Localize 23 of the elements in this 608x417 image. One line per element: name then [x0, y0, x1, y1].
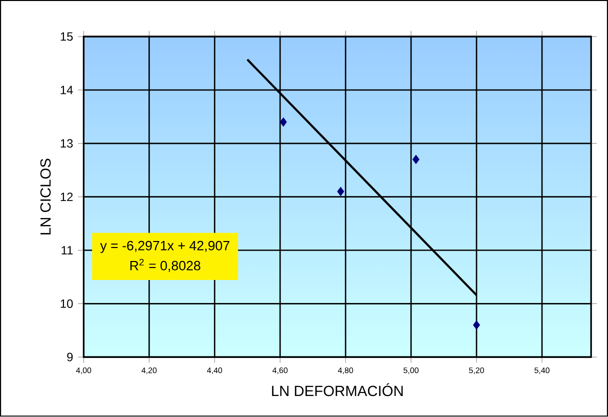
annotation: R$^{2}$ = 0,8028	[130, 259, 200, 272]
y-tick-label: 15	[60, 32, 73, 41]
y-tick-label: 11	[62, 246, 73, 255]
point	[280, 118, 287, 127]
y-tick-label: 14	[60, 86, 73, 94]
x-tick-label: 4,20	[142, 368, 157, 374]
y-tick-label: 13	[60, 139, 73, 148]
x-tick-label: 4,60	[272, 368, 288, 374]
x-tick-label: 5,40	[534, 368, 550, 374]
x-tick-label: 5,20	[469, 368, 484, 374]
x-tick-label: 4,80	[338, 368, 354, 374]
x-axis-title: LN DEFORMACIÓN	[272, 383, 403, 396]
y-tick-label: 12	[60, 192, 73, 202]
y-axis-title: LN CICLOS	[40, 158, 51, 235]
x-tick-label: 4,00	[76, 368, 92, 374]
y-tick-label: 9	[67, 352, 73, 362]
x-tick-label: 4,40	[207, 368, 222, 374]
y-tick-label: 10	[60, 300, 73, 308]
x-tick-label: 5,00	[404, 368, 419, 374]
annotation: y = -6,2971x + 42,907	[100, 241, 230, 254]
point	[412, 155, 420, 164]
point	[337, 187, 344, 196]
point	[473, 320, 480, 330]
